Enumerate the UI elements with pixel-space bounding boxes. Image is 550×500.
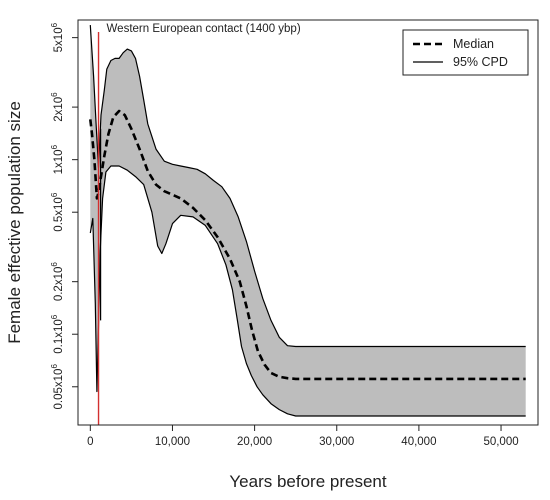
x-tick-label: 10,000	[155, 436, 190, 448]
confidence-band	[90, 25, 526, 416]
x-tick-label: 40,000	[401, 436, 436, 448]
y-tick-label: 2x106	[50, 92, 65, 122]
y-tick-label: 0.1x106	[50, 314, 65, 354]
y-tick-label: 5x106	[50, 22, 65, 52]
legend-median-label: Median	[453, 37, 494, 51]
y-tick-label: 0.5x106	[50, 192, 65, 232]
cpd-upper-line	[89, 25, 526, 348]
plot-frame	[77, 19, 539, 426]
median-line	[89, 109, 526, 381]
y-tick-label: 0.2x106	[50, 262, 65, 302]
x-tick-label: 50,000	[483, 436, 518, 448]
legend-cpd-label: 95% CPD	[453, 55, 508, 69]
x-tick-label: 30,000	[319, 436, 354, 448]
y-tick-label: 1x106	[50, 144, 65, 174]
cpd-lower-line	[89, 165, 526, 417]
y-axis-title: Female effective population size	[5, 101, 24, 344]
contact-annotation: Western European contact (1400 ybp)	[107, 23, 301, 35]
x-tick-label: 0	[87, 436, 93, 448]
x-axis-title: Years before present	[229, 472, 386, 491]
x-tick-label: 20,000	[237, 436, 272, 448]
legend: Median 95% CPD	[402, 29, 529, 76]
legend-box	[402, 29, 529, 76]
y-tick-label: 0.05x106	[50, 364, 65, 410]
